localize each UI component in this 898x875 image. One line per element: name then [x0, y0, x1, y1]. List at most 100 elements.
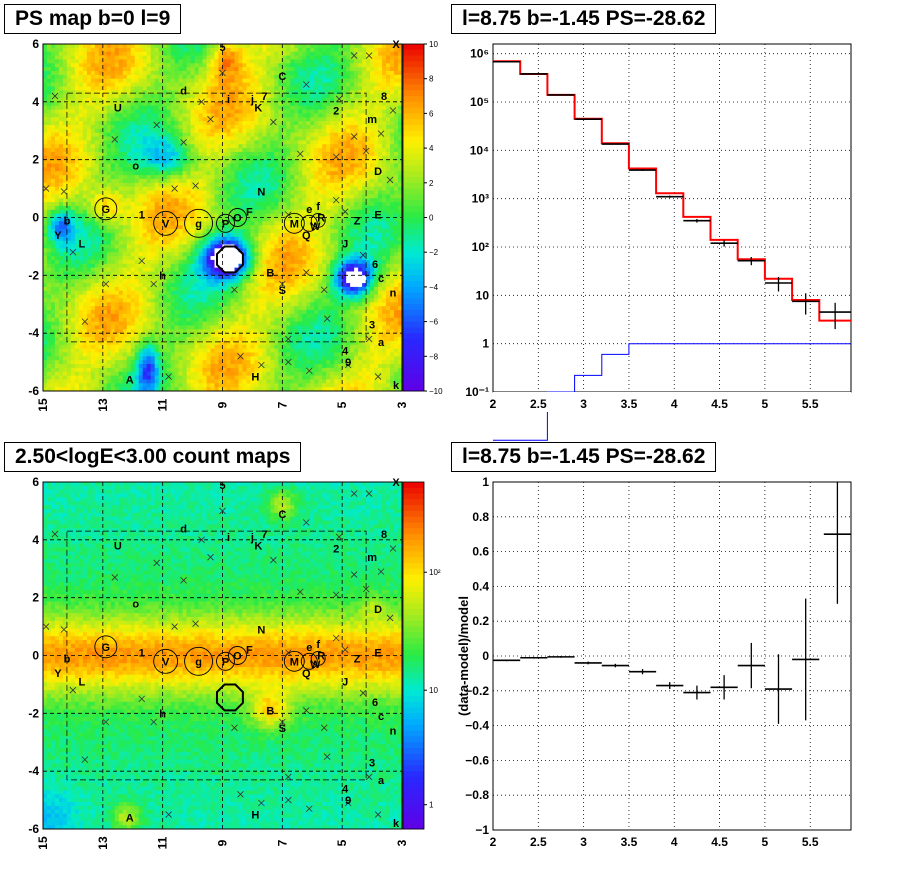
count-map-source-label: V — [162, 656, 170, 668]
residual-y-tick-label: 0 — [482, 649, 489, 663]
ps-map-source-label: B — [266, 267, 274, 279]
ps-map-source-label: 7 — [261, 91, 267, 103]
count-map-colorbar-tick: 1 — [429, 801, 434, 810]
ps-map-source-label: L — [79, 239, 86, 251]
count-map-source-label: 4 — [342, 784, 349, 796]
count-map-source-label: Y — [54, 668, 62, 680]
ps-map-source-label: b — [64, 215, 71, 227]
count-map-source-label: i — [227, 532, 230, 544]
ps-map-colorbar-tick: −2 — [429, 248, 439, 257]
ps-map-source-label: J — [342, 239, 348, 251]
ps-map-source-label: X — [392, 39, 400, 51]
ps-map-source-label: f — [316, 201, 320, 213]
ps-map-source-label: Y — [54, 230, 62, 242]
count-map-x-tick-label: 11 — [156, 836, 170, 849]
ps-map-source-label: A — [126, 374, 134, 386]
count-map-source-label: n — [390, 726, 397, 738]
count-map-source-label: H — [251, 810, 259, 822]
count-map-colorbar-tick: 10 — [429, 686, 438, 695]
spectrum-x-tick-label: 4.5 — [711, 397, 728, 411]
ps-map-source-label: 4 — [342, 346, 349, 358]
ps-map-source-label: G — [102, 204, 111, 216]
ps-map-y-tick-label: 4 — [32, 95, 39, 109]
count-map-source-label: A — [126, 812, 134, 824]
residual-x-tick-label: 2.5 — [530, 835, 547, 849]
residual-x-tick-label: 3.5 — [621, 835, 638, 849]
spectrum-y-tick-label: 10 — [476, 288, 490, 302]
residual-y-tick-label: −0.4 — [465, 719, 489, 733]
ps-map-x-tick-label: 11 — [156, 398, 170, 411]
ps-map-colorbar-tick: 10 — [429, 40, 438, 49]
ps-map-source-label: N — [257, 186, 265, 198]
ps-map-y-tick-label: 6 — [32, 37, 39, 51]
ps-map-source-label: i — [227, 94, 230, 106]
ps-map-source-label: c — [378, 273, 384, 285]
residual-y-tick-label: −0.8 — [465, 788, 489, 802]
ps-map-source-label: 6 — [372, 259, 378, 271]
ps-map-x-tick-label: 7 — [275, 401, 289, 408]
count-map-source-label: 8 — [381, 529, 387, 541]
residual-y-tick-label: 0.2 — [472, 614, 489, 628]
residual-y-axis-label: (data-model)/model — [456, 596, 471, 716]
ps-map-source-label: 8 — [381, 91, 387, 103]
ps-map-x-tick-label: 3 — [395, 401, 409, 408]
ps-map-source-label: 5 — [219, 42, 225, 54]
ps-map-source-label: 2 — [333, 106, 339, 118]
ps-map-source-label: C — [278, 71, 286, 83]
count-map-source-label: L — [79, 677, 86, 689]
ps-map-source-label: S — [279, 285, 286, 297]
count-map-source-label: P — [222, 656, 229, 668]
ps-map-y-tick-label: -6 — [28, 384, 39, 398]
count-map-y-tick-label: -2 — [28, 706, 39, 720]
ps-map-colorbar-tick: 8 — [429, 75, 434, 84]
ps-map-source-label: d — [180, 85, 187, 97]
ps-map-source-label: F — [246, 207, 253, 219]
residual-panel: 2 2.5 3 3.5 4 4.5 5 5.510.80.60.40.20−0.2−0.4−0… — [456, 475, 851, 849]
ps-map-colorbar-tick: −4 — [429, 283, 439, 292]
spectrum-x-tick-label: 5.5 — [802, 397, 819, 411]
count-map-source-label: W — [310, 659, 321, 671]
ps-map-source-label: o — [132, 160, 139, 172]
count-map-source-label: Q — [302, 668, 311, 680]
ps-map-source-label: W — [310, 221, 321, 233]
residual-x-tick-label: 3 — [580, 835, 587, 849]
count-map-source-label: d — [180, 523, 187, 535]
ps-map-x-tick-label: 13 — [96, 398, 110, 412]
count-map-x-tick-label: 5 — [335, 839, 349, 846]
ps-map-y-tick-label: -2 — [28, 268, 39, 282]
residual-y-tick-label: 0.4 — [472, 579, 489, 593]
count-map-source-label: c — [378, 711, 384, 723]
count-map-source-label: N — [257, 624, 265, 636]
residual-x-tick-label: 4 — [671, 835, 678, 849]
ps-map-source-label: a — [378, 337, 385, 349]
ps-map-source-label: U — [114, 103, 122, 115]
count-map-y-tick-label: 6 — [32, 475, 39, 489]
count-map-source-label: j — [250, 532, 254, 544]
ps-map-colorbar-tick: −8 — [429, 352, 439, 361]
count-map-x-tick-label: 13 — [96, 836, 110, 850]
count-map-source-label: F — [246, 645, 253, 657]
ps-map-y-tick-label: 2 — [32, 153, 39, 167]
count-map-source-label: a — [378, 775, 385, 787]
count-map-source-label: Z — [354, 653, 361, 665]
ps-map-source-label: j — [250, 94, 254, 106]
ps-map-source-label: 9 — [345, 357, 351, 369]
spectrum-y-tick-label: 10⁴ — [470, 143, 489, 157]
spectrum-panel: 22.533.544.555.510⁻¹11010²10³10⁴10⁵10⁶22… — [465, 44, 851, 440]
count-map-source-label: 5 — [219, 480, 225, 492]
count-map-source-label: J — [342, 677, 348, 689]
ps-map-source-label: H — [251, 372, 259, 384]
count-map-y-tick-label: 0 — [32, 649, 39, 663]
residual-y-tick-label: −1 — [475, 823, 489, 837]
count-map-source-label: E — [374, 648, 381, 660]
ps-map-x-tick-label: 5 — [335, 401, 349, 408]
count-map-x-tick-label: 9 — [216, 839, 230, 846]
count-map-colorbar-tick: 10² — [429, 568, 441, 577]
residual-y-tick-label: 1 — [482, 475, 489, 489]
residual-y-tick-label: −0.6 — [465, 753, 489, 767]
ps-map-source-label: M — [290, 218, 299, 230]
spectrum-y-tick-label: 10³ — [472, 192, 489, 206]
count-map-y-tick-label: 4 — [32, 533, 39, 547]
spectrum-x-tick-label: 4 — [671, 397, 678, 411]
